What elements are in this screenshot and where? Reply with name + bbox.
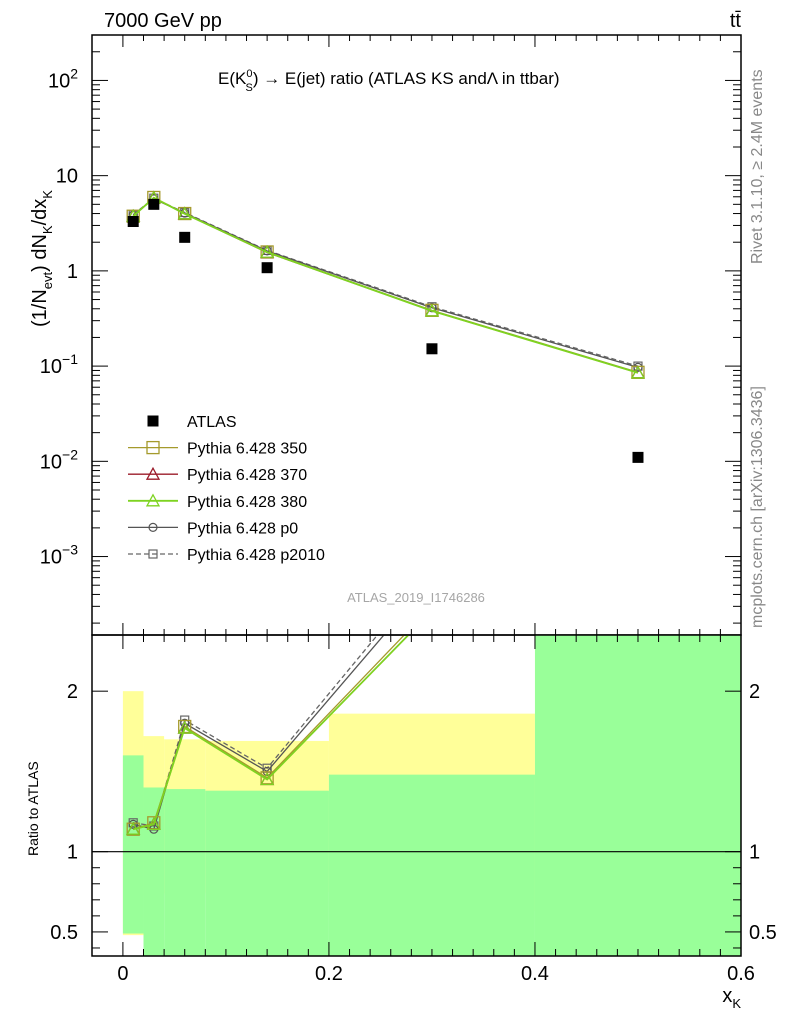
ratio-axis-ticks: 0.5 0.5 1 1 2 2 0 0.2 0.4 0.6 — [50, 635, 777, 985]
legend-marker — [148, 549, 158, 559]
p2010-line — [132, 197, 639, 367]
mcplots-reference-label: mcplots.cern.ch [arXiv:1306.3436] — [749, 386, 766, 628]
y-tick-label: 10−2 — [40, 446, 78, 473]
legend-label: Pythia 6.428 350 — [187, 441, 307, 458]
ratio-frame — [91, 634, 742, 957]
main-y-axis-title: (1/Nevt) dNK/dxK — [29, 190, 55, 327]
legend-entry-p0: Pythia 6.428 p0 — [128, 520, 298, 537]
plot-title: E(K0 S) → E(jet) ratio (ATLAS KS andΛ in … — [218, 68, 560, 94]
band-stat — [205, 790, 329, 956]
p380-ratio-point — [260, 772, 275, 786]
energy-label: 7000 GeV pp — [104, 10, 222, 32]
ratio-y-tick-label-right: 0.5 — [749, 922, 777, 944]
data-point — [426, 343, 438, 355]
legend-label: Pythia 6.428 370 — [187, 467, 307, 484]
ratio-y-tick-label-left: 2 — [67, 681, 78, 703]
ratio-y-tick-label-right: 1 — [749, 842, 760, 864]
legend-label: Pythia 6.428 380 — [187, 494, 307, 511]
y-tick-label: 10−1 — [40, 351, 78, 378]
p380-ratio-point — [126, 821, 141, 835]
y-tick-label: 1 — [67, 261, 78, 283]
main-frame — [91, 34, 742, 636]
legend-marker — [146, 440, 160, 455]
p0-point — [633, 362, 643, 372]
legend-marker — [148, 522, 158, 533]
p380-ratio-point — [146, 817, 161, 831]
legend-marker — [147, 415, 159, 427]
legend-entry-p2010: Pythia 6.428 p2010 — [128, 547, 325, 564]
x-tick-label: 0.2 — [315, 963, 343, 985]
p380-point — [177, 206, 192, 220]
series-p2010 — [128, 193, 643, 371]
x-tick-label: 0 — [117, 963, 128, 985]
p380-point — [260, 244, 275, 258]
data-point — [127, 216, 139, 228]
ratio-y-axis-title: Ratio to ATLAS — [25, 761, 41, 856]
series-p350 — [126, 190, 645, 379]
p380-point — [424, 303, 440, 317]
main-panel: 10−3 10−2 10−1 1 10 102 ATLAS_2019_I1746286 A… — [40, 34, 742, 636]
ratio-y-tick-label-left: 0.5 — [50, 922, 78, 944]
legend-entry-data: ATLAS — [147, 414, 237, 431]
series-data — [127, 198, 644, 463]
legend-label: Pythia 6.428 p0 — [187, 520, 298, 537]
p380-ratio-point — [177, 720, 192, 734]
x-tick-label: 0.4 — [521, 963, 549, 985]
rivet-version-label: Rivet 3.1.10, ≥ 2.4M events — [749, 69, 766, 264]
process-label: tt̄ — [730, 10, 742, 32]
main-axis-ticks: 10−3 10−2 10−1 1 10 102 — [40, 34, 742, 635]
series-p380 — [126, 190, 646, 379]
data-point — [148, 198, 160, 210]
legend: ATLAS Pythia 6.428 350 Pythia 6.428 370 Pyt… — [128, 414, 325, 564]
y-tick-label: 102 — [48, 65, 78, 92]
series-p370 — [126, 190, 646, 379]
data-point — [632, 451, 644, 463]
band-stat — [328, 774, 535, 956]
legend-label: Pythia 6.428 p2010 — [187, 547, 325, 564]
legend-marker — [145, 493, 161, 507]
ratio-series-group — [126, 635, 410, 836]
x-axis-title: xK — [722, 985, 741, 1011]
band-stat — [143, 787, 165, 956]
ratio-series-p380 — [126, 635, 410, 835]
ratio-uncertainty-bands — [92, 635, 741, 956]
x-tick-label: 0.6 — [727, 963, 755, 985]
p380-point — [630, 365, 646, 379]
legend-entry-p350: Pythia 6.428 350 — [128, 441, 307, 458]
legend-entry-p370: Pythia 6.428 370 — [128, 466, 307, 484]
y-tick-label: 10 — [56, 166, 78, 188]
p380-line — [132, 196, 639, 374]
main-series-group — [126, 190, 646, 463]
ratio-y-tick-label-right: 2 — [749, 681, 760, 703]
band-stat — [534, 635, 741, 956]
series-p0 — [128, 194, 643, 372]
data-point — [179, 231, 191, 243]
y-tick-label: 10−3 — [40, 542, 78, 569]
ratio-panel: 0.5 0.5 1 1 2 2 0 0.2 0.4 0.6 — [50, 634, 777, 985]
legend-marker — [145, 466, 161, 480]
analysis-watermark: ATLAS_2019_I1746286 — [347, 590, 485, 605]
ratio-y-tick-label-left: 1 — [67, 842, 78, 864]
data-point — [261, 262, 273, 274]
legend-label: ATLAS — [187, 414, 237, 431]
band-stat — [164, 789, 206, 956]
band-stat — [122, 755, 144, 934]
legend-entry-p380: Pythia 6.428 380 — [128, 493, 307, 511]
